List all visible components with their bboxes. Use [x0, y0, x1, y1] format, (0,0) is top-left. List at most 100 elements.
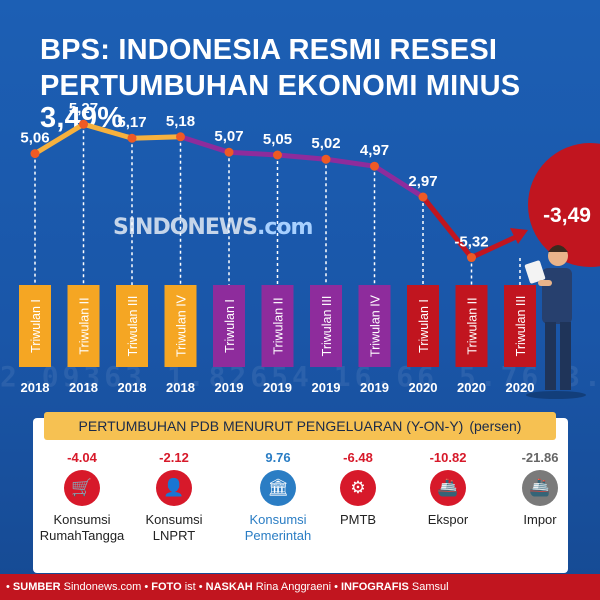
component-item: 9.76 🏛 Konsumsi Pemerintah: [228, 450, 328, 544]
series-segment: [81, 121, 135, 141]
arrow-head: [510, 228, 528, 244]
data-point: [370, 161, 379, 171]
quarter-label: Triwulan II: [272, 297, 286, 354]
data-point: [418, 192, 428, 202]
person-body: [542, 268, 572, 324]
component-item: -6.48 ⚙ PMTB: [308, 450, 408, 528]
data-point: [176, 132, 185, 142]
data-label: 5,07: [214, 128, 243, 145]
component-value: -10.82: [429, 450, 467, 465]
data-point: [273, 150, 282, 160]
quarter-label: Triwulan II: [78, 297, 92, 354]
year-label: 2018: [69, 380, 98, 395]
data-point: [467, 253, 476, 263]
quarter-label: Triwulan III: [514, 296, 528, 357]
data-label: 4,97: [360, 142, 389, 159]
year-label: 2020: [506, 380, 535, 395]
series-segment: [323, 156, 377, 169]
components-heading: PERTUMBUHAN PDB MENURUT PENGELUARAN (Y-O…: [44, 412, 556, 440]
year-label: 2018: [21, 380, 50, 395]
year-label: 2019: [360, 380, 389, 395]
watermark: SINDONEWS.com: [113, 215, 313, 240]
component-label: Konsumsi LNPRT: [145, 512, 203, 543]
component-item: -4.04 🛒 Konsumsi RumahTangga: [32, 450, 132, 544]
quarter-bar: [19, 285, 51, 367]
component-label: Konsumsi Pemerintah: [244, 512, 312, 543]
quarter-bar: [67, 285, 100, 367]
data-point: [79, 119, 88, 129]
series-segment: [32, 121, 86, 157]
year-label: 2020: [457, 380, 486, 395]
year-label: 2020: [409, 380, 438, 395]
series-segment: [178, 134, 232, 155]
year-label: 2018: [166, 380, 195, 395]
robot-arm-icon: ⚙: [340, 470, 376, 506]
quarter-bar: [455, 285, 488, 367]
components-panel: [33, 418, 568, 573]
data-label: 5,18: [166, 113, 195, 130]
quarter-label: Triwulan IV: [175, 294, 189, 357]
component-label: Konsumsi RumahTangga: [39, 512, 125, 543]
person-paper: [524, 260, 546, 284]
quarter-label: Triwulan IV: [369, 294, 383, 357]
cargo-ship-icon: 🚢: [430, 470, 466, 506]
person-shadow: [526, 391, 586, 399]
quarter-bar: [504, 285, 536, 367]
person-leg: [560, 322, 571, 390]
government-building-icon: 🏛: [260, 470, 296, 506]
cargo-ship-icon: 🚢: [522, 470, 558, 506]
quarter-bar: [164, 285, 197, 367]
data-label: 5,27: [69, 100, 98, 117]
quarter-label: Triwulan II: [466, 297, 480, 354]
component-value: 9.76: [265, 450, 291, 465]
component-value: -2.12: [159, 450, 189, 465]
footer-credits: • SUMBER Sindonews.com • FOTO ist • NASK…: [0, 574, 600, 600]
quarter-bar: [310, 285, 342, 367]
component-label: PMTB: [339, 512, 377, 527]
title-line-1: BPS: INDONESIA RESMI RESESI: [40, 34, 498, 66]
component-item: -10.82 🚢 Ekspor: [398, 450, 498, 528]
quarter-bar: [358, 285, 391, 367]
highlight-circle: [528, 143, 600, 267]
component-item: -2.12 👤 Konsumsi LNPRT: [124, 450, 224, 544]
title-line-2: PERTUMBUHAN EKONOMI MINUS 3,49%: [40, 70, 521, 134]
data-label: 5,02: [311, 135, 340, 152]
component-item: -21.86 🚢 Impor: [490, 450, 590, 528]
data-label-highlight: -3,49: [543, 204, 591, 227]
data-label: -5,32: [454, 234, 488, 251]
quarter-label: Triwulan III: [126, 296, 140, 357]
series-segment: [372, 163, 426, 200]
series-segment: [275, 152, 329, 162]
data-label: 5,06: [20, 130, 49, 147]
quarter-bar: [213, 285, 245, 367]
series-segment: [420, 194, 474, 261]
quarter-label: Triwulan I: [29, 299, 43, 353]
person-leg: [545, 322, 556, 390]
data-label: 5,05: [263, 131, 292, 148]
person-hand: [538, 280, 552, 286]
year-label: 2019: [312, 380, 341, 395]
component-value: -21.86: [521, 450, 559, 465]
quarter-label: Triwulan III: [320, 296, 334, 357]
quarter-label: Triwulan I: [417, 299, 431, 353]
series-segment: [226, 149, 280, 158]
quarter-bar: [407, 285, 439, 367]
data-point: [127, 133, 137, 143]
quarter-bar: [116, 285, 148, 367]
component-label: Ekspor: [427, 512, 469, 527]
shopping-icon: 🛒: [64, 470, 100, 506]
person-icon: 👤: [156, 470, 192, 506]
arrow-segment: [469, 233, 521, 261]
year-label: 2019: [215, 380, 244, 395]
quarter-bar: [261, 285, 294, 367]
component-label: Impor: [523, 512, 557, 527]
component-value: -4.04: [67, 450, 97, 465]
data-label: 2,97: [408, 173, 437, 190]
data-label: 5,17: [117, 114, 146, 131]
year-label: 2018: [118, 380, 147, 395]
year-label: 2019: [263, 380, 292, 395]
background-ticker: 2.09363 1.82654 16.66 5.76 3.2387 1.38 7…: [0, 360, 600, 393]
quarter-label: Triwulan I: [223, 299, 237, 353]
